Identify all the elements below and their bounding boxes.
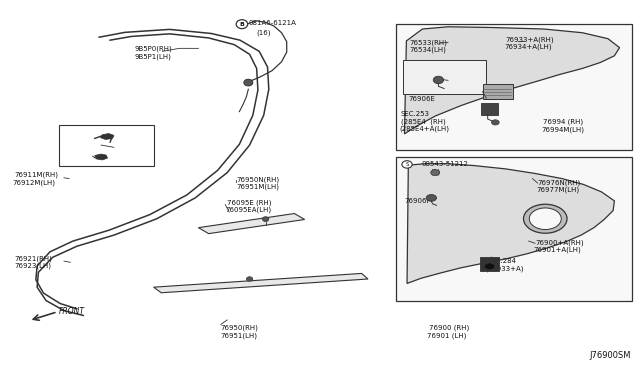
Text: 76901+A(LH): 76901+A(LH)	[534, 247, 582, 253]
Ellipse shape	[402, 161, 412, 168]
Ellipse shape	[236, 20, 248, 29]
Text: 76533(RH): 76533(RH)	[410, 39, 447, 46]
Text: SEC.253: SEC.253	[401, 111, 429, 117]
Text: 76950N(RH): 76950N(RH)	[237, 176, 280, 183]
Text: 76900F: 76900F	[86, 139, 113, 145]
Bar	[481, 103, 498, 115]
Text: J76900SM: J76900SM	[589, 351, 630, 360]
Text: 76912M(LH): 76912M(LH)	[13, 179, 56, 186]
Ellipse shape	[431, 170, 440, 176]
Text: 9B5P1(LH): 9B5P1(LH)	[134, 53, 172, 60]
Ellipse shape	[426, 195, 436, 201]
Text: 76950(RH): 76950(RH)	[221, 325, 259, 331]
Text: 76934+A(LH): 76934+A(LH)	[504, 44, 552, 51]
Text: 76923(LH): 76923(LH)	[14, 263, 51, 269]
Bar	[403, 60, 486, 94]
Text: 76994 (RH): 76994 (RH)	[543, 119, 583, 125]
Text: FRONT: FRONT	[59, 307, 85, 316]
Text: 76933+A(RH): 76933+A(RH)	[506, 36, 554, 43]
Ellipse shape	[484, 263, 495, 270]
Text: 76994M(LH): 76994M(LH)	[541, 126, 584, 133]
Ellipse shape	[244, 79, 253, 86]
Polygon shape	[198, 214, 305, 234]
Text: 76534(LH): 76534(LH)	[410, 46, 447, 53]
Text: 76095EA(LH): 76095EA(LH)	[225, 206, 271, 213]
Text: (27933+A): (27933+A)	[485, 265, 524, 272]
Text: 76911H: 76911H	[95, 153, 122, 159]
Ellipse shape	[492, 120, 499, 125]
Text: 76911M(RH): 76911M(RH)	[14, 171, 58, 178]
Text: 76951(LH): 76951(LH)	[221, 332, 258, 339]
Text: 76976N(RH): 76976N(RH)	[538, 179, 581, 186]
Text: 9B5P0(RH): 9B5P0(RH)	[134, 45, 172, 52]
Text: 76095E (RH): 76095E (RH)	[227, 199, 272, 206]
Text: 76951M(LH): 76951M(LH)	[237, 183, 280, 190]
Polygon shape	[407, 164, 614, 283]
Text: B: B	[239, 22, 244, 27]
Text: 76906EA: 76906EA	[408, 82, 440, 88]
Bar	[480, 257, 499, 271]
Polygon shape	[404, 27, 620, 134]
Bar	[396, 24, 632, 150]
Text: 76900 (RH): 76900 (RH)	[429, 325, 469, 331]
Ellipse shape	[262, 217, 269, 222]
Text: (3): (3)	[430, 169, 440, 175]
Text: 76977M(LH): 76977M(LH)	[536, 186, 579, 193]
Polygon shape	[100, 134, 114, 140]
Ellipse shape	[524, 204, 567, 233]
Text: 76900+A(RH): 76900+A(RH)	[535, 239, 584, 246]
Polygon shape	[154, 273, 368, 293]
Text: SEC.284: SEC.284	[488, 258, 516, 264]
Ellipse shape	[529, 208, 561, 230]
Text: 76921(RH): 76921(RH)	[14, 255, 52, 262]
Bar	[59, 125, 154, 166]
Ellipse shape	[433, 76, 444, 84]
Text: 76906F: 76906F	[404, 198, 431, 204]
Text: 08543-51212: 08543-51212	[421, 161, 468, 167]
Text: S: S	[405, 162, 409, 167]
Bar	[396, 157, 632, 301]
Text: (285E4  (RH): (285E4 (RH)	[401, 118, 445, 125]
Bar	[483, 84, 513, 99]
Text: (16): (16)	[256, 29, 271, 36]
Text: 76901 (LH): 76901 (LH)	[427, 332, 467, 339]
Text: (285E4+A(LH): (285E4+A(LH)	[399, 125, 449, 132]
Ellipse shape	[246, 277, 253, 281]
Text: 081A6-6121A: 081A6-6121A	[248, 20, 296, 26]
Polygon shape	[95, 154, 108, 160]
Text: 76906E: 76906E	[408, 96, 435, 102]
